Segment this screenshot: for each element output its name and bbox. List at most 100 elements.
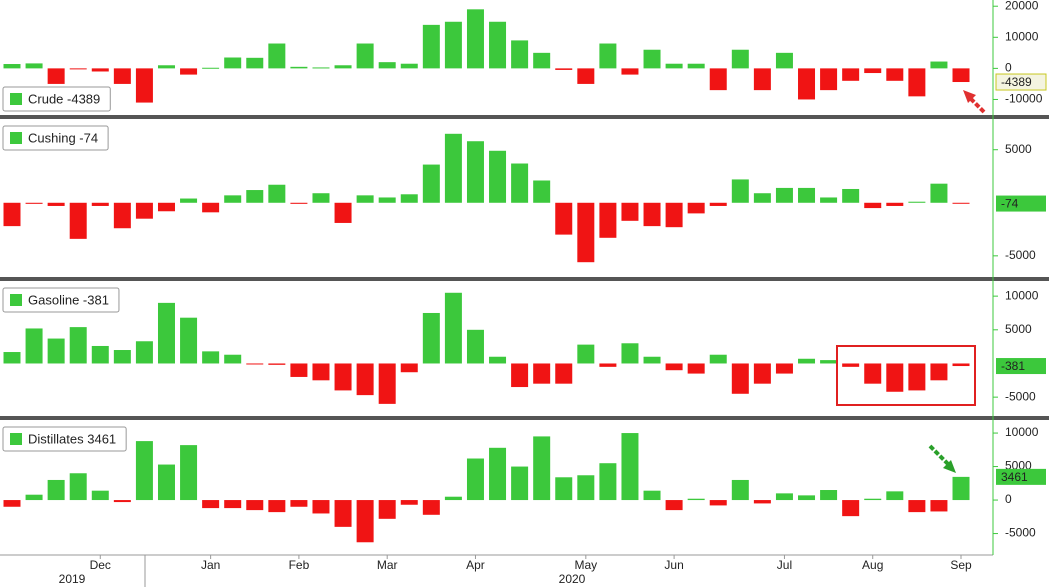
- bar: [422, 24, 440, 69]
- bar: [687, 202, 705, 214]
- bar: [842, 68, 860, 81]
- bar: [599, 463, 617, 501]
- bar: [135, 68, 153, 103]
- bar: [643, 49, 661, 69]
- bar: [621, 68, 639, 75]
- bar: [643, 356, 661, 364]
- bar: [798, 187, 816, 203]
- bar: [489, 447, 507, 501]
- y-tick-label: 10000: [1005, 288, 1039, 302]
- bar: [753, 68, 771, 91]
- bar: [643, 490, 661, 501]
- bar: [378, 197, 396, 203]
- year-label: 2020: [559, 572, 586, 586]
- y-tick-label: 0: [1005, 492, 1012, 506]
- bar: [180, 198, 198, 203]
- bar: [157, 65, 175, 69]
- bar: [753, 363, 771, 384]
- y-tick-label: 5000: [1005, 142, 1032, 156]
- x-tick-label: Jun: [664, 558, 683, 572]
- bar: [91, 202, 109, 206]
- legend-label: Distillates 3461: [28, 431, 116, 446]
- bar: [599, 202, 617, 238]
- bar: [356, 43, 374, 69]
- bar: [268, 184, 286, 203]
- last-value-box: [995, 73, 1047, 91]
- bar: [290, 202, 308, 204]
- bar: [775, 187, 793, 203]
- y-tick-label: -5000: [1005, 526, 1036, 540]
- legend-label: Crude -4389: [28, 91, 100, 106]
- bar: [820, 197, 838, 203]
- bar: [665, 500, 683, 511]
- bar: [466, 9, 484, 69]
- bar: [91, 345, 109, 364]
- bar: [886, 491, 904, 501]
- x-tick-label: Jul: [777, 558, 792, 572]
- bar: [378, 500, 396, 519]
- bar: [665, 63, 683, 69]
- bar: [533, 180, 551, 203]
- bar: [555, 363, 573, 384]
- bar: [555, 477, 573, 501]
- y-tick-label: 20000: [1005, 0, 1039, 12]
- x-tick-label: Jan: [201, 558, 220, 572]
- bar: [422, 164, 440, 203]
- x-tick-label: Mar: [377, 558, 398, 572]
- bar: [511, 163, 529, 203]
- bar: [731, 363, 749, 394]
- bar: [69, 202, 87, 239]
- bar: [113, 500, 131, 503]
- year-label: 2019: [59, 572, 86, 586]
- legend: Gasoline -381: [2, 287, 120, 313]
- bar: [334, 65, 352, 69]
- bar: [908, 500, 926, 513]
- bar: [952, 476, 970, 501]
- bar: [952, 68, 970, 83]
- bar: [444, 292, 462, 364]
- bar: [3, 64, 21, 69]
- bar: [511, 40, 529, 69]
- bar: [400, 363, 418, 373]
- bar: [47, 479, 65, 501]
- bar: [113, 68, 131, 84]
- x-tick-label: Apr: [466, 558, 485, 572]
- x-tick-label: Aug: [862, 558, 883, 572]
- legend-swatch: [10, 93, 22, 105]
- last-value-label: -4389: [1001, 75, 1032, 89]
- bar: [511, 363, 529, 388]
- bar: [798, 68, 816, 100]
- bar: [202, 67, 220, 69]
- panel-separator: [0, 115, 1049, 119]
- bar: [334, 500, 352, 527]
- bar: [157, 464, 175, 501]
- bar: [47, 338, 65, 364]
- y-tick-label: -5000: [1005, 248, 1036, 262]
- bar: [555, 202, 573, 235]
- legend: Distillates 3461: [2, 426, 127, 452]
- bar: [820, 490, 838, 501]
- bar: [268, 363, 286, 365]
- bar: [820, 360, 838, 364]
- legend-swatch: [10, 433, 22, 445]
- bar: [202, 202, 220, 213]
- bar: [709, 500, 727, 506]
- bar: [489, 21, 507, 69]
- bar: [422, 500, 440, 515]
- bar: [709, 202, 727, 206]
- bar: [135, 341, 153, 364]
- last-value-label: -74: [1001, 197, 1019, 211]
- bar: [886, 202, 904, 206]
- bar: [621, 433, 639, 501]
- last-value-box: [996, 468, 1046, 485]
- bar: [25, 494, 43, 501]
- x-tick-label: Feb: [289, 558, 310, 572]
- last-value-box: [996, 195, 1046, 212]
- bar: [775, 493, 793, 501]
- bar: [422, 312, 440, 364]
- bar: [886, 363, 904, 392]
- bar: [180, 68, 198, 75]
- bar: [864, 68, 882, 74]
